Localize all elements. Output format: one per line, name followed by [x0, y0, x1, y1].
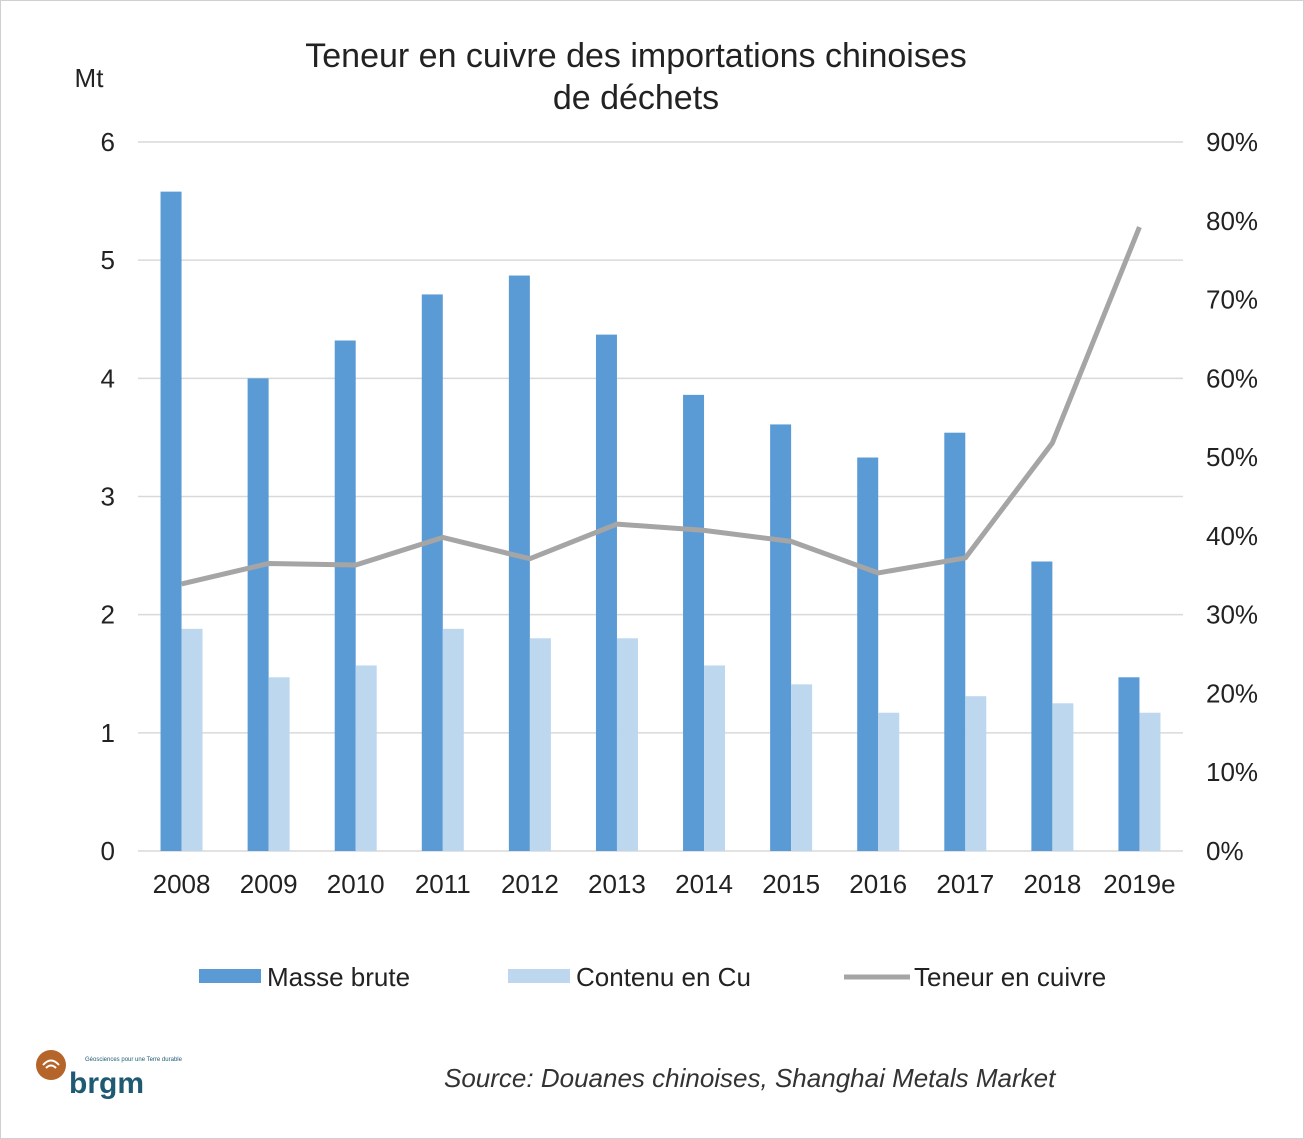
chart-title-line-2: de déchets: [553, 79, 719, 117]
x-tick-label: 2010: [327, 869, 385, 899]
y-tick-label: 3: [101, 482, 115, 512]
y2-tick-label: 90%: [1206, 127, 1258, 157]
x-tick-label: 2017: [936, 869, 994, 899]
bar-contenu-en-cu: [878, 712, 900, 851]
svg-text:brgm: brgm: [69, 1067, 144, 1100]
svg-text:Géosciences pour une Terre dur: Géosciences pour une Terre durable: [85, 1057, 183, 1063]
legend-label: Masse brute: [267, 962, 410, 992]
y-tick-label: 5: [101, 245, 115, 275]
brgm-logo: brgm Géosciences pour une Terre durable: [35, 1045, 205, 1106]
bar-contenu-en-cu: [616, 638, 638, 851]
y2-tick-label: 80%: [1206, 206, 1258, 236]
bar-contenu-en-cu: [1139, 712, 1161, 851]
y2-tick-label: 50%: [1206, 442, 1258, 472]
y2-tick-label: 70%: [1206, 285, 1258, 315]
y2-tick-label: 0%: [1206, 836, 1244, 866]
y2-tick-label: 10%: [1206, 757, 1258, 787]
bar-masse-brute: [857, 457, 879, 851]
chart: Teneur en cuivre des importations chinoi…: [75, 37, 1258, 992]
x-tick-label: 2009: [240, 869, 298, 899]
x-tick-label: 2011: [415, 869, 471, 899]
x-tick-label: 2008: [153, 869, 211, 899]
x-tick-label: 2016: [849, 869, 907, 899]
line-teneur-en-cuivre: [180, 226, 1142, 587]
bar-masse-brute: [247, 378, 269, 851]
y-tick-label: 6: [101, 127, 115, 157]
x-tick-label: 2013: [588, 869, 646, 899]
bar-masse-brute: [508, 275, 530, 851]
y-tick-label: 2: [101, 600, 115, 630]
legend-label: Contenu en Cu: [576, 962, 751, 992]
bar-masse-brute: [334, 340, 356, 851]
x-tick-label: 2014: [675, 869, 733, 899]
bar-contenu-en-cu: [442, 628, 464, 851]
x-tick-label: 2018: [1023, 869, 1081, 899]
bar-contenu-en-cu: [965, 696, 987, 851]
bar-masse-brute: [421, 294, 443, 851]
y-tick-label: 0: [101, 836, 115, 866]
y-axis-label: Mt: [75, 63, 105, 93]
bar-contenu-en-cu: [1052, 703, 1074, 851]
x-tick-label: 2012: [501, 869, 559, 899]
bar-contenu-en-cu: [181, 628, 203, 851]
bar-contenu-en-cu: [791, 684, 813, 851]
y2-tick-label: 30%: [1206, 600, 1258, 630]
bar-masse-brute: [770, 424, 792, 851]
bar-masse-brute: [1031, 561, 1053, 851]
chart-title-line-1: Teneur en cuivre des importations chinoi…: [305, 37, 966, 75]
bar-contenu-en-cu: [268, 677, 290, 851]
x-tick-label: 2019e: [1103, 869, 1175, 899]
bar-masse-brute: [1118, 677, 1140, 851]
bar-masse-brute: [595, 334, 617, 851]
legend-label: Teneur en cuivre: [914, 962, 1106, 992]
y-tick-label: 4: [101, 363, 115, 393]
source-note: Source: Douanes chinoises, Shanghai Meta…: [444, 1063, 1056, 1093]
bar-masse-brute: [944, 432, 966, 851]
y2-tick-label: 60%: [1206, 363, 1258, 393]
bar-masse-brute: [160, 191, 182, 851]
x-tick-label: 2015: [762, 869, 820, 899]
bar-contenu-en-cu: [704, 665, 726, 851]
bar-masse-brute: [683, 394, 705, 851]
y2-tick-label: 20%: [1206, 678, 1258, 708]
y-tick-label: 1: [101, 718, 115, 748]
legend-swatch: [508, 969, 570, 983]
legend-swatch: [199, 969, 261, 983]
y2-tick-label: 40%: [1206, 521, 1258, 551]
bar-contenu-en-cu: [529, 638, 551, 851]
bar-contenu-en-cu: [355, 665, 377, 851]
